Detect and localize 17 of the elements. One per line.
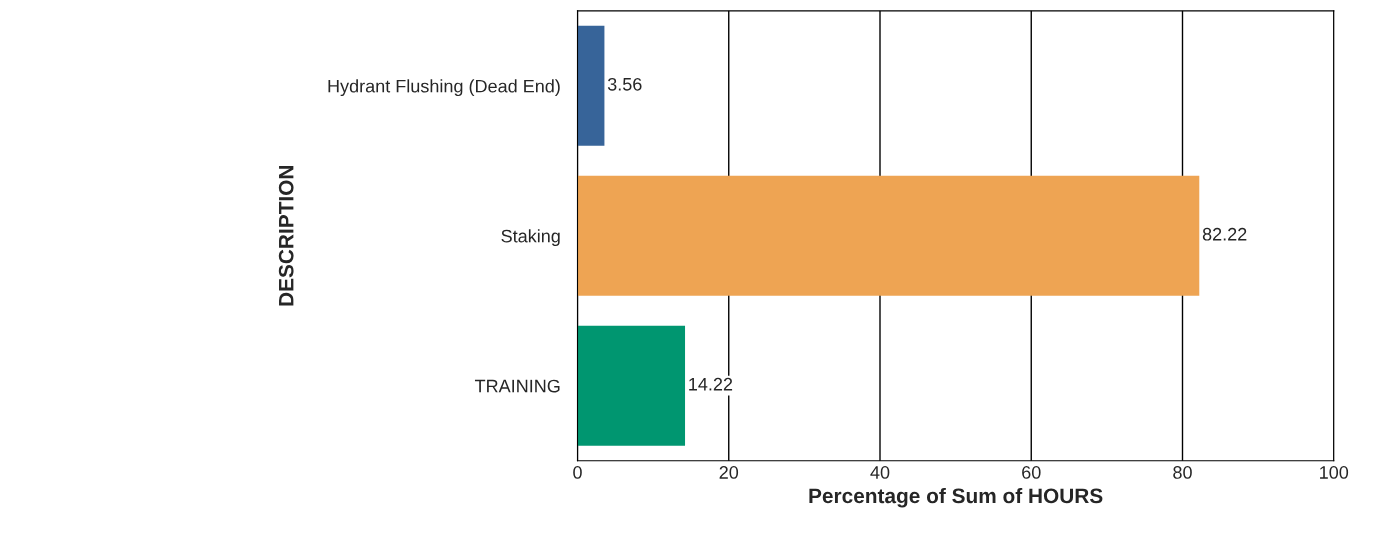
x-tick-label: 40 [870, 466, 890, 479]
x-tick-label: 0 [573, 466, 582, 479]
data-label: 14.22 [689, 377, 733, 391]
x-axis-title: Percentage of Sum of HOURS [809, 487, 1103, 508]
x-tick-label: 60 [1022, 466, 1041, 479]
y-tick-label: TRAINING [474, 379, 560, 393]
bar [577, 325, 686, 446]
bar [577, 25, 605, 146]
bar [577, 175, 1200, 296]
x-tick-label: 80 [1173, 466, 1192, 479]
data-label: 3.56 [607, 77, 642, 91]
x-tick-label: 20 [719, 466, 739, 479]
y-tick-label: Hydrant Flushing (Dead End) [328, 79, 560, 97]
x-tick-label: 100 [1320, 466, 1349, 479]
y-axis-title: DESCRIPTION [278, 165, 294, 306]
y-tick-label: Staking [501, 229, 560, 247]
data-label: 82.22 [1202, 227, 1247, 241]
